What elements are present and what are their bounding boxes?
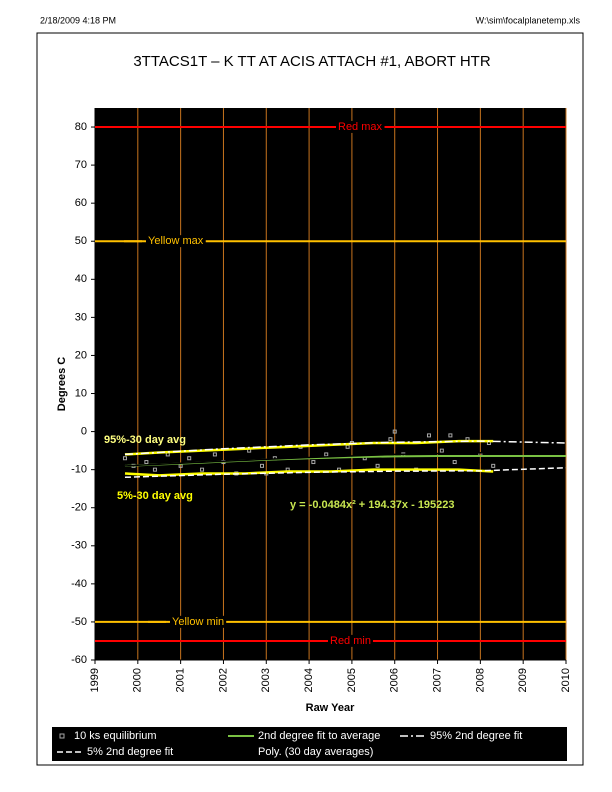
point [426,433,431,438]
point [187,456,192,461]
legend-box [52,727,567,761]
x-tick-label: 2002 [217,668,229,692]
series-line [124,440,567,456]
y-tick-label: -20 [71,502,87,514]
legend-label: Poly. (30 day averages) [258,746,373,758]
legend-label: 2nd degree fit to average [258,730,380,742]
y-axis-label: Degrees C [56,357,68,411]
y-tick-label: 60 [75,197,87,209]
annotation: y = -0.0484x² + 194.37x - 195223 [290,499,455,511]
y-tick-label: -40 [71,578,87,590]
point [200,467,205,472]
y-tick-label: 10 [75,387,87,399]
x-tick-label: 2000 [132,668,144,692]
header-right: W:\sim\focalplanetemp.xls [476,15,581,25]
x-tick-label: 2001 [175,668,187,692]
y-tick-label: -50 [71,616,87,628]
point [491,463,496,468]
limit-label-bg [170,615,227,628]
x-tick-label: 1999 [89,668,101,692]
point [259,463,264,468]
legend-label: 95% 2nd degree fit [430,730,522,742]
limit-label-bg [328,634,373,647]
x-tick-label: 2003 [260,668,272,692]
x-tick-label: 2007 [431,668,443,692]
x-tick-label: 2008 [474,668,486,692]
header-left: 2/18/2009 4:18 PM [40,15,116,25]
point [388,437,393,442]
limit-label-bg [336,120,385,133]
limit-label: Yellow max [148,235,204,247]
point [375,463,380,468]
annotation: 5%-30 day avg [117,490,193,502]
x-tick-label: 2005 [346,668,358,692]
x-tick-label: 2009 [517,668,529,692]
y-tick-label: 0 [81,425,87,437]
point [212,452,217,457]
y-tick-label: 50 [75,235,87,247]
point [439,448,444,453]
point [452,460,457,465]
x-tick-label: 2006 [389,668,401,692]
point [324,452,329,457]
legend-label: 5% 2nd degree fit [87,746,173,758]
limit-label: Yellow min [172,616,224,628]
annotation: 95%-30 day avg [104,434,186,446]
y-tick-label: 70 [75,159,87,171]
y-tick-label: -30 [71,540,87,552]
y-tick-label: 40 [75,273,87,285]
y-tick-label: 30 [75,311,87,323]
limit-label: Red min [330,635,371,647]
limit-label: Red max [338,121,383,133]
point [392,429,397,434]
series-line [124,467,567,479]
x-tick-label: 2010 [560,668,572,692]
point [152,467,157,472]
y-tick-label: 20 [75,349,87,361]
limit-label-bg [146,235,206,248]
point [311,460,316,465]
x-tick-label: 2004 [303,668,315,692]
chart-title: 3TTACS1T – K TT AT ACIS ATTACH #1, ABORT… [133,53,491,70]
legend-label: 10 ks equilibrium [74,730,157,742]
point [144,460,149,465]
point [448,433,453,438]
plot-area [95,108,566,660]
series-line [124,468,494,477]
y-tick-label: -10 [71,464,87,476]
legend-symbol [59,733,65,739]
point [122,456,127,461]
series-line [124,451,494,467]
y-tick-label: -60 [71,654,87,666]
x-axis-label: Raw Year [306,702,355,714]
y-tick-label: 80 [75,121,87,133]
page-frame [36,32,584,766]
